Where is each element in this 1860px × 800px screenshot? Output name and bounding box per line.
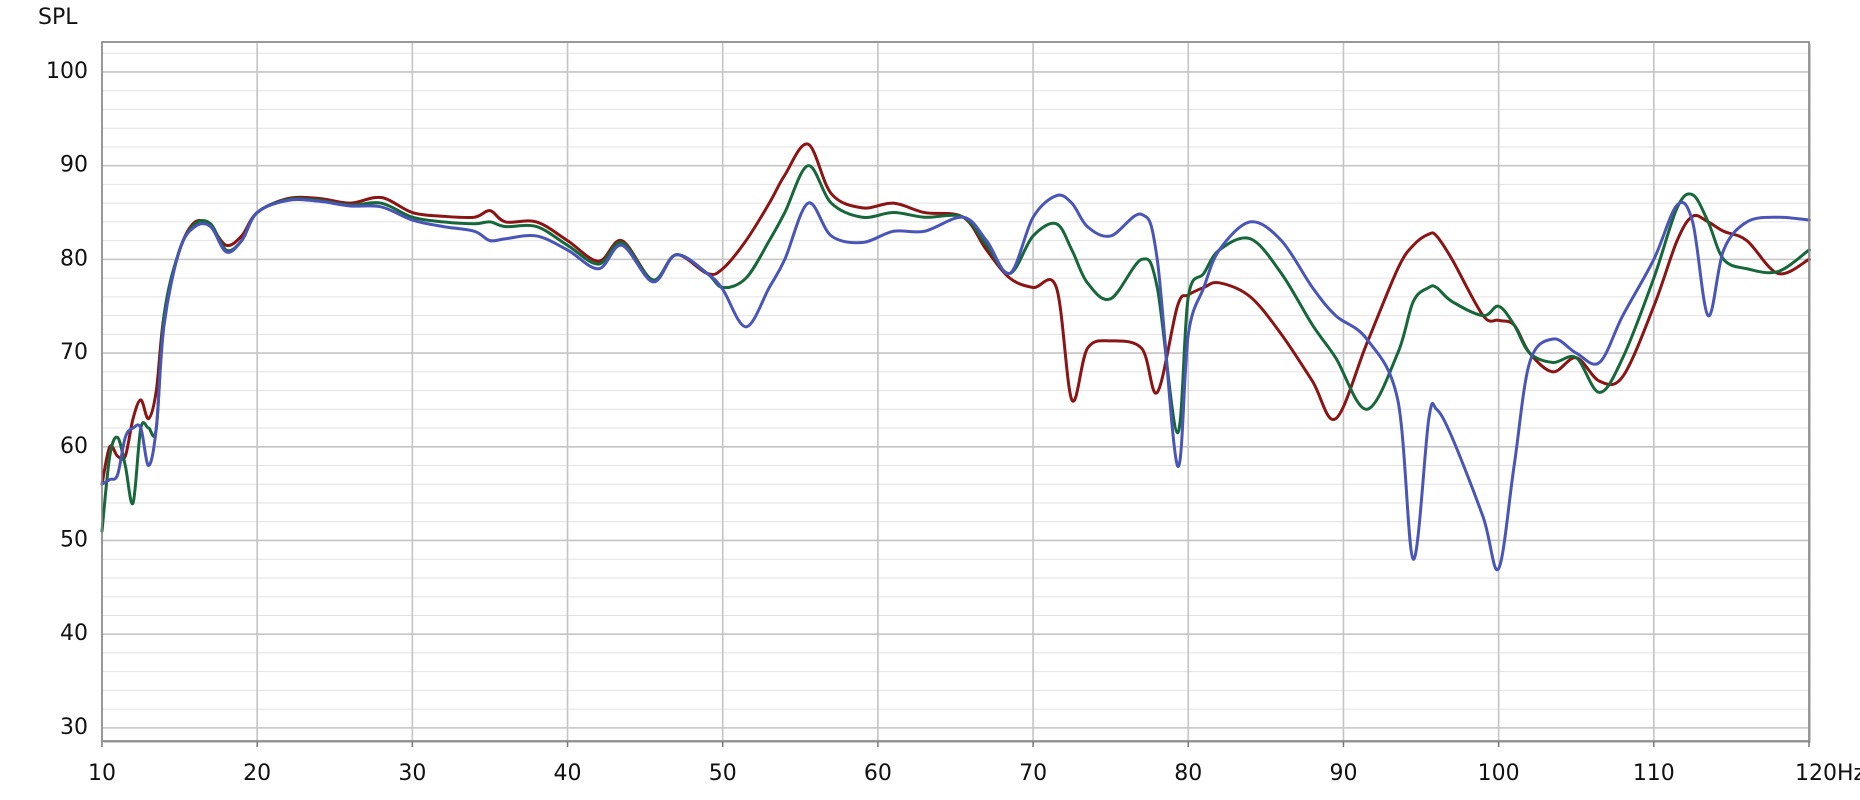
- y-tick-label: 90: [60, 153, 88, 178]
- plot-border: [101, 41, 1810, 742]
- x-tick-label: 10: [88, 761, 116, 786]
- x-tick-label: 60: [864, 761, 892, 786]
- series-line: [100, 193, 1811, 572]
- x-tick-label: 80: [1174, 761, 1202, 786]
- x-tick-label: 50: [709, 761, 737, 786]
- y-tick-label: 100: [46, 59, 88, 84]
- y-axis-label: SPL: [38, 5, 78, 30]
- y-tick-label: 50: [60, 527, 88, 552]
- y-tick-label: 80: [60, 246, 88, 271]
- x-tick-label: 120Hz: [1795, 761, 1860, 786]
- x-tick-label: 110: [1633, 761, 1675, 786]
- y-tick-label: 60: [60, 434, 88, 459]
- x-tick-label: 40: [554, 761, 582, 786]
- x-tick-label: 30: [398, 761, 426, 786]
- x-tick-label: 20: [243, 761, 271, 786]
- y-tick-label: 70: [60, 340, 88, 365]
- y-tick-label: 40: [60, 621, 88, 646]
- x-tick-label: 90: [1329, 761, 1357, 786]
- y-tick-label: 30: [60, 715, 88, 740]
- x-tick-label: 70: [1019, 761, 1047, 786]
- x-tick-label: 100: [1478, 761, 1520, 786]
